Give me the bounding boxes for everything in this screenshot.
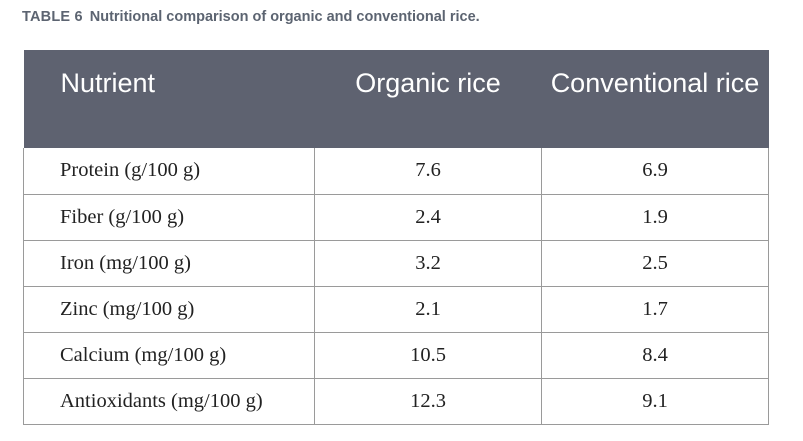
table-row: Fiber (g/100 g) 2.4 1.9	[23, 193, 769, 241]
table-title: Nutritional comparison of organic and co…	[89, 9, 480, 25]
conventional-value: 2.5	[541, 239, 769, 287]
organic-value: 7.6	[314, 148, 542, 195]
organic-value: 10.5	[314, 331, 542, 379]
conventional-value: 6.9	[541, 148, 769, 195]
table-number: TABLE 6	[22, 9, 83, 25]
header-nutrient: Nutrient	[23, 50, 315, 148]
conventional-value: 1.9	[541, 193, 769, 241]
organic-value: 2.1	[314, 285, 542, 333]
header-row: Nutrient Organic rice Conventional rice	[23, 50, 769, 148]
table-header: Nutrient Organic rice Conventional rice	[23, 50, 769, 148]
nutrient-name: Antioxidants (mg/100 g)	[23, 377, 315, 425]
conventional-value: 1.7	[541, 285, 769, 333]
header-conventional-rice: Conventional rice	[541, 50, 769, 148]
organic-value: 2.4	[314, 193, 542, 241]
table-row: Protein (g/100 g) 7.6 6.9	[23, 148, 769, 195]
table-row: Antioxidants (mg/100 g) 12.3 9.1	[23, 377, 769, 425]
conventional-value: 9.1	[541, 377, 769, 425]
table-row: Zinc (mg/100 g) 2.1 1.7	[23, 285, 769, 333]
table-row: Calcium (mg/100 g) 10.5 8.4	[23, 331, 769, 379]
nutrient-name: Calcium (mg/100 g)	[23, 331, 315, 379]
nutrient-name: Zinc (mg/100 g)	[23, 285, 315, 333]
organic-value: 12.3	[314, 377, 542, 425]
table-caption: TABLE 6 Nutritional comparison of organic…	[22, 9, 480, 25]
organic-value: 3.2	[314, 239, 542, 287]
nutrient-name: Fiber (g/100 g)	[23, 193, 315, 241]
nutrient-name: Protein (g/100 g)	[23, 148, 315, 195]
table-row: Iron (mg/100 g) 3.2 2.5	[23, 239, 769, 287]
table-body: Protein (g/100 g) 7.6 6.9 Fiber (g/100 g…	[23, 148, 769, 425]
header-organic-rice: Organic rice	[314, 50, 542, 148]
conventional-value: 8.4	[541, 331, 769, 379]
nutrition-table: Nutrient Organic rice Conventional rice …	[23, 50, 769, 425]
nutrient-name: Iron (mg/100 g)	[23, 239, 315, 287]
